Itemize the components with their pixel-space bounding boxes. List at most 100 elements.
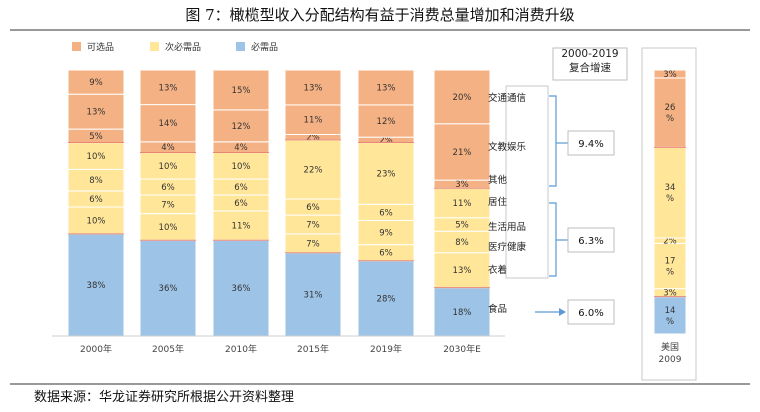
bar-segment bbox=[139, 213, 197, 241]
bar-segment bbox=[357, 104, 415, 138]
growth-rate-box bbox=[567, 130, 615, 156]
legend-swatch bbox=[150, 42, 159, 51]
legend: 可选品 次必需品 必需品 bbox=[72, 41, 278, 53]
segment-value-label: 20% bbox=[453, 93, 472, 103]
bar-segment bbox=[212, 151, 270, 180]
bar-segment bbox=[433, 252, 491, 289]
main-x-axis-labels: 2000年 2005年 2010年 2015年 2019年 2030年E bbox=[52, 335, 505, 355]
x-tick-label: 2019年 bbox=[370, 343, 402, 355]
legend-swatch bbox=[236, 42, 245, 51]
segment-value-label: 12% bbox=[232, 122, 251, 132]
segment-value-label: 14% bbox=[159, 119, 178, 129]
segment-value-label: 22% bbox=[304, 165, 323, 175]
segment-value-label: 7% bbox=[161, 200, 175, 210]
x-tick-label: 2005年 bbox=[152, 343, 184, 355]
segment-value-label: 10% bbox=[87, 152, 106, 162]
segment-value-label: 13% bbox=[453, 266, 472, 276]
segment-value-label: 13% bbox=[377, 83, 396, 93]
segment-value-label: 31% bbox=[304, 290, 323, 300]
bar-segment bbox=[433, 69, 491, 125]
segment-value-label: 9% bbox=[379, 229, 393, 239]
us-segment-value-label: 34% bbox=[665, 183, 676, 204]
segment-value-label: 10% bbox=[159, 162, 178, 172]
annotation-frame bbox=[505, 85, 549, 279]
bar-segment bbox=[139, 69, 197, 106]
category-label: 其他 bbox=[488, 174, 508, 186]
bar-segment bbox=[357, 69, 415, 106]
segment-value-label: 12% bbox=[377, 117, 396, 127]
segment-value-label: 5% bbox=[89, 132, 103, 142]
segment-value-label: 5% bbox=[455, 220, 469, 230]
segment-value-label: 2% bbox=[306, 133, 320, 143]
us-panel-frame bbox=[641, 47, 697, 381]
bar-segment bbox=[139, 151, 197, 180]
bar-segment bbox=[212, 239, 270, 337]
category-label: 食品 bbox=[488, 303, 507, 315]
segment-value-label: 6% bbox=[379, 208, 393, 218]
us-bar-segment bbox=[653, 69, 687, 79]
growth-header: 2000-2019 复合增速 bbox=[561, 48, 618, 74]
segment-value-label: 9% bbox=[89, 78, 103, 88]
us-segment-value-label: 17% bbox=[665, 257, 676, 278]
us-segment-value-label: 14% bbox=[665, 306, 676, 327]
segment-value-label: 13% bbox=[87, 108, 106, 118]
segment-value-label: 8% bbox=[89, 176, 103, 186]
bar-segment bbox=[284, 252, 342, 337]
segment-value-label: 15% bbox=[232, 86, 251, 96]
segment-value-label: 6% bbox=[89, 195, 103, 205]
us-segment-value-label: 2% bbox=[663, 237, 677, 247]
segment-value-label: 6% bbox=[234, 183, 248, 193]
category-label: 文教娱乐 bbox=[488, 141, 527, 153]
segment-value-label: 10% bbox=[159, 223, 178, 233]
us-bar-segment bbox=[653, 242, 687, 290]
segment-value-label: 36% bbox=[159, 284, 178, 294]
segment-value-label: 8% bbox=[455, 238, 469, 248]
segment-value-label: 6% bbox=[234, 199, 248, 209]
us-stacked-bar: 14 % 3% 17 % 2% 34 % 26 % 3% 美国 2009 bbox=[641, 47, 697, 381]
bar-segment bbox=[433, 287, 491, 337]
legend-label: 可选品 bbox=[87, 41, 114, 53]
segment-value-label: 11% bbox=[304, 116, 323, 126]
us-segment-value-label: 3% bbox=[663, 70, 677, 80]
x-tick-label: 2010年 bbox=[225, 343, 257, 355]
legend-label: 必需品 bbox=[251, 41, 278, 53]
x-tick-label: 2030年E bbox=[443, 343, 481, 355]
category-label: 生活用品 bbox=[488, 221, 526, 233]
food-arrow-head bbox=[559, 308, 566, 316]
segment-value-label: 7% bbox=[306, 239, 320, 249]
x-tick-label: 2000年 bbox=[80, 343, 112, 355]
bar-segment bbox=[212, 210, 270, 241]
segment-value-label: 7% bbox=[306, 220, 320, 230]
bar-segment bbox=[212, 109, 270, 143]
us-segment-value-label: 26% bbox=[665, 103, 676, 124]
bar-segment bbox=[284, 139, 342, 200]
bar-segment bbox=[284, 69, 342, 106]
us-segment-value-label: 3% bbox=[663, 289, 677, 299]
segment-value-label: 13% bbox=[159, 83, 178, 93]
category-label: 交通通信 bbox=[488, 92, 526, 104]
growth-rate-box bbox=[567, 299, 615, 325]
segment-value-label: 13% bbox=[304, 83, 323, 93]
bar-segment bbox=[212, 69, 270, 111]
segment-value-label: 2% bbox=[379, 136, 393, 146]
segment-value-label: 21% bbox=[453, 148, 472, 158]
segment-value-label: 10% bbox=[232, 162, 251, 172]
category-label: 衣着 bbox=[488, 264, 507, 276]
category-label: 医疗健康 bbox=[488, 241, 527, 253]
bar-segment bbox=[67, 69, 125, 95]
group-bracket bbox=[549, 95, 557, 187]
growth-header-box bbox=[552, 47, 628, 81]
growth-rate-box bbox=[567, 227, 615, 253]
bar-segment bbox=[284, 104, 342, 135]
source-note: 数据来源：华龙证券研究所根据公开资料整理 bbox=[34, 389, 294, 405]
bar-segment bbox=[357, 260, 415, 337]
figure-title: 图 7：橄榄型收入分配结构有益于消费总量增加和消费升级 bbox=[185, 6, 574, 24]
legend-swatch bbox=[72, 42, 81, 51]
segment-value-label: 18% bbox=[453, 308, 472, 318]
segment-value-label: 4% bbox=[161, 143, 175, 153]
segment-value-label: 23% bbox=[377, 169, 396, 179]
category-label: 居住 bbox=[488, 196, 508, 208]
segment-value-label: 6% bbox=[306, 203, 320, 213]
main-stacked-bars: 38% 10% 6% 8% 10% 5% 13% 9% 36% 10% 7% 6% 10% 4% 14% 13… bbox=[67, 69, 491, 337]
